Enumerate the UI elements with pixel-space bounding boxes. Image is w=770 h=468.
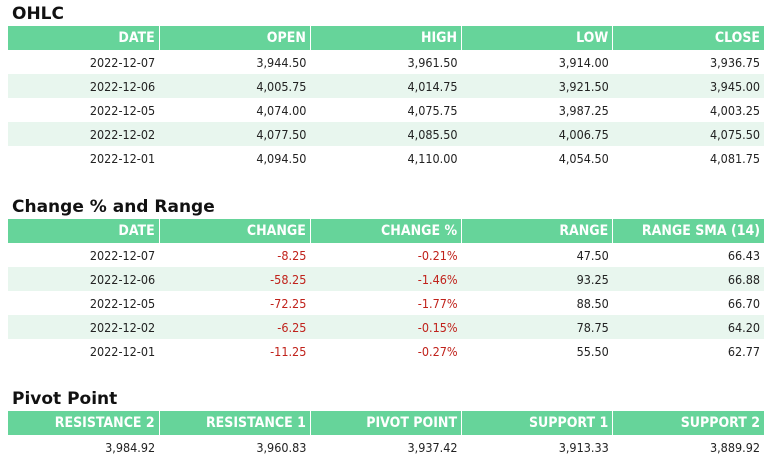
table-header-row: DATE CHANGE CHANGE % RANGE RANGE SMA (14… — [8, 219, 764, 243]
cell-range-sma: 66.43 — [727, 247, 760, 263]
cell-high: 4,014.75 — [310, 74, 462, 98]
ohlc-table: DATE OPEN HIGH LOW CLOSE 2022-12-07 3,94… — [8, 26, 764, 170]
cell-date: 2022-12-06 — [8, 74, 160, 98]
cell-open: 4,094.50 — [256, 150, 307, 166]
cell-range: 47.50 — [576, 247, 609, 263]
cell-range: 55.50 — [576, 343, 609, 359]
cell-high: 4,110.00 — [407, 150, 458, 166]
change-range-table: DATE CHANGE CHANGE % RANGE RANGE SMA (14… — [8, 219, 764, 363]
cell-range: 78.75 — [461, 315, 613, 339]
cell-change: -11.25 — [270, 343, 307, 359]
table-row: 2022-12-06 4,005.75 4,014.75 3,921.50 3,… — [8, 74, 764, 98]
cell-range-sma: 66.88 — [612, 267, 764, 291]
table-row: 2022-12-07 3,944.50 3,961.50 3,914.00 3,… — [8, 50, 764, 74]
cell-low: 3,914.00 — [558, 54, 609, 70]
section-title: OHLC — [12, 4, 64, 24]
change-range-section: Change % and Range DATE CHANGE CHANGE % … — [8, 195, 764, 363]
cell-change: -58.25 — [159, 267, 311, 291]
column-header-close: CLOSE — [612, 26, 764, 50]
cell-date: 2022-12-05 — [89, 295, 156, 311]
cell-change-pct: -1.77% — [417, 295, 458, 311]
cell-date: 2022-12-05 — [89, 102, 156, 118]
cell-date: 2022-12-01 — [89, 343, 156, 359]
table-row: 2022-12-02 -6.25 -0.15% 78.75 64.20 — [8, 315, 764, 339]
column-header-range-sma: RANGE SMA (14) — [612, 219, 764, 243]
cell-date: 2022-12-01 — [89, 150, 156, 166]
cell-low: 4,006.75 — [461, 122, 613, 146]
table-header-row: DATE OPEN HIGH LOW CLOSE — [8, 26, 764, 50]
cell-support-2: 3,889.92 — [709, 439, 760, 455]
table-row: 2022-12-02 4,077.50 4,085.50 4,006.75 4,… — [8, 122, 764, 146]
column-header-range: RANGE — [461, 219, 614, 243]
cell-date: 2022-12-06 — [8, 267, 160, 291]
cell-high: 3,961.50 — [407, 54, 458, 70]
column-header-resistance-2: RESISTANCE 2 — [8, 411, 160, 435]
cell-support-1: 3,913.33 — [558, 439, 609, 455]
table-row: 2022-12-05 -72.25 -1.77% 88.50 66.70 — [8, 291, 764, 315]
table-row: 2022-12-07 -8.25 -0.21% 47.50 66.43 — [8, 243, 764, 267]
column-header-resistance-1: RESISTANCE 1 — [159, 411, 311, 435]
cell-resistance-2: 3,984.92 — [105, 439, 156, 455]
column-header-support-1: SUPPORT 1 — [461, 411, 614, 435]
column-header-change: CHANGE — [159, 219, 311, 243]
cell-range-sma: 62.77 — [727, 343, 760, 359]
cell-date: 2022-12-07 — [89, 54, 156, 70]
column-header-change-pct: CHANGE % — [310, 219, 463, 243]
cell-change-pct: -0.27% — [417, 343, 458, 359]
section-title: Pivot Point — [12, 389, 118, 409]
section-title: Change % and Range — [12, 197, 215, 217]
column-header-pivot-point: PIVOT POINT — [310, 411, 463, 435]
cell-change-pct: -1.46% — [310, 267, 462, 291]
cell-close: 4,003.25 — [709, 102, 760, 118]
cell-close: 4,081.75 — [709, 150, 760, 166]
cell-low: 3,921.50 — [461, 74, 613, 98]
cell-high: 4,085.50 — [310, 122, 462, 146]
cell-resistance-1: 3,960.83 — [256, 439, 307, 455]
cell-range: 93.25 — [461, 267, 613, 291]
cell-range-sma: 64.20 — [612, 315, 764, 339]
cell-range: 88.50 — [576, 295, 609, 311]
column-header-date: DATE — [8, 26, 160, 50]
table-row: 2022-12-06 -58.25 -1.46% 93.25 66.88 — [8, 267, 764, 291]
cell-date: 2022-12-02 — [8, 315, 160, 339]
cell-change-pct: -0.21% — [417, 247, 458, 263]
pivot-point-section: Pivot Point RESISTANCE 2 RESISTANCE 1 PI… — [8, 387, 764, 459]
column-header-low: LOW — [461, 26, 614, 50]
cell-change: -6.25 — [159, 315, 311, 339]
table-row: 2022-12-05 4,074.00 4,075.75 3,987.25 4,… — [8, 98, 764, 122]
pivot-point-table: RESISTANCE 2 RESISTANCE 1 PIVOT POINT SU… — [8, 411, 764, 459]
cell-close: 3,936.75 — [709, 54, 760, 70]
cell-change-pct: -0.15% — [310, 315, 462, 339]
cell-low: 4,054.50 — [558, 150, 609, 166]
column-header-high: HIGH — [310, 26, 463, 50]
cell-change: -72.25 — [270, 295, 307, 311]
table-row: 3,984.92 3,960.83 3,937.42 3,913.33 3,88… — [8, 435, 764, 459]
cell-high: 4,075.75 — [407, 102, 458, 118]
cell-open: 3,944.50 — [256, 54, 307, 70]
column-header-open: OPEN — [159, 26, 311, 50]
cell-open: 4,005.75 — [159, 74, 311, 98]
column-header-support-2: SUPPORT 2 — [612, 411, 764, 435]
table-header-row: RESISTANCE 2 RESISTANCE 1 PIVOT POINT SU… — [8, 411, 764, 435]
cell-open: 4,077.50 — [159, 122, 311, 146]
ohlc-section: OHLC DATE OPEN HIGH LOW CLOSE 2022-12-07… — [8, 2, 764, 170]
cell-range-sma: 66.70 — [727, 295, 760, 311]
cell-low: 3,987.25 — [558, 102, 609, 118]
cell-open: 4,074.00 — [256, 102, 307, 118]
cell-date: 2022-12-02 — [8, 122, 160, 146]
cell-change: -8.25 — [277, 247, 307, 263]
table-row: 2022-12-01 4,094.50 4,110.00 4,054.50 4,… — [8, 146, 764, 170]
table-row: 2022-12-01 -11.25 -0.27% 55.50 62.77 — [8, 339, 764, 363]
cell-date: 2022-12-07 — [89, 247, 156, 263]
cell-close: 3,945.00 — [612, 74, 764, 98]
column-header-date: DATE — [8, 219, 160, 243]
cell-close: 4,075.50 — [612, 122, 764, 146]
cell-pivot-point: 3,937.42 — [407, 439, 458, 455]
